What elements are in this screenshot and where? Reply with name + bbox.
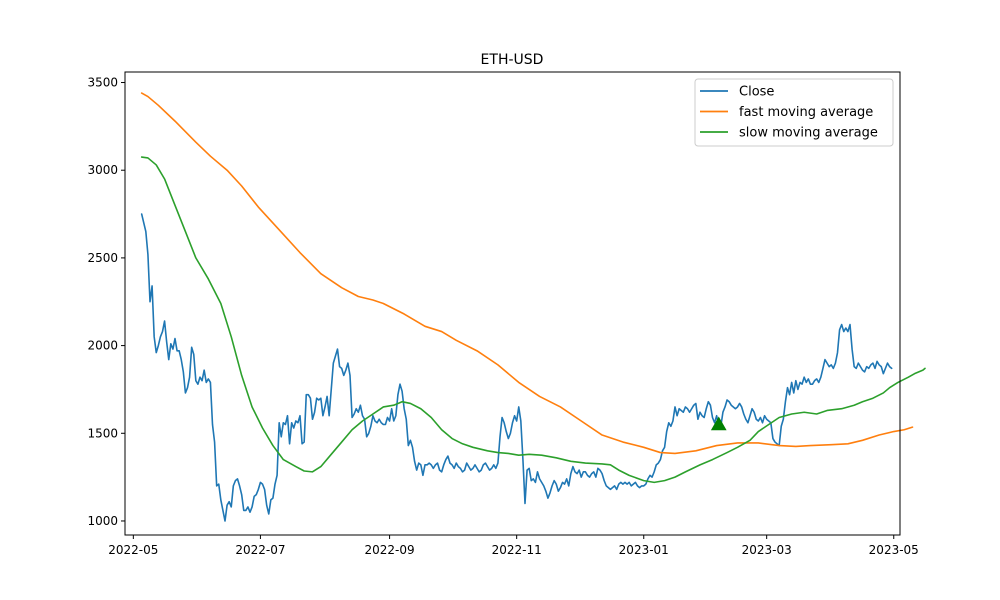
legend-box: [694, 78, 894, 147]
series-line-slow-moving-average: [140, 156, 926, 484]
x-tick-label: 2022-09: [365, 543, 415, 557]
x-tick-label: 2023-05: [869, 543, 919, 557]
y-axis: 1000 1500 2000 2500 3000 3500: [87, 76, 125, 528]
legend-label: Close: [739, 85, 774, 100]
plot-frame: [124, 71, 901, 536]
y-tick-label: 3500: [87, 76, 118, 90]
y-tick-label: 3000: [87, 163, 118, 177]
x-tick-label: 2022-07: [235, 543, 285, 557]
y-tick-label: 2500: [87, 251, 118, 265]
x-tick-label: 2022-05: [108, 543, 158, 557]
series-layer: [140, 92, 926, 522]
plot-area: [125, 72, 900, 535]
y-tick-label: 1000: [87, 514, 118, 528]
series-line-close: [140, 213, 893, 522]
series-line-fast-moving-average: [140, 92, 914, 455]
y-tick-label: 1500: [87, 426, 118, 440]
plot-background: [125, 72, 900, 535]
legend-label: slow moving average: [739, 126, 878, 141]
x-tick-label: 2023-01: [619, 543, 669, 557]
x-axis: 2022-05 2022-07 2022-09 2022-11 2023-01 2023-…: [108, 535, 919, 557]
legend-label: fast moving average: [739, 105, 873, 120]
marker-layer: [710, 416, 727, 431]
y-tick-label: 2000: [87, 339, 118, 353]
legend: Close fast moving average slow moving aver…: [694, 78, 894, 147]
buy-signal-marker: [710, 416, 727, 431]
x-tick-label: 2022-11: [492, 543, 542, 557]
x-tick-label: 2023-03: [742, 543, 792, 557]
chart-title: ETH-USD: [481, 52, 544, 68]
